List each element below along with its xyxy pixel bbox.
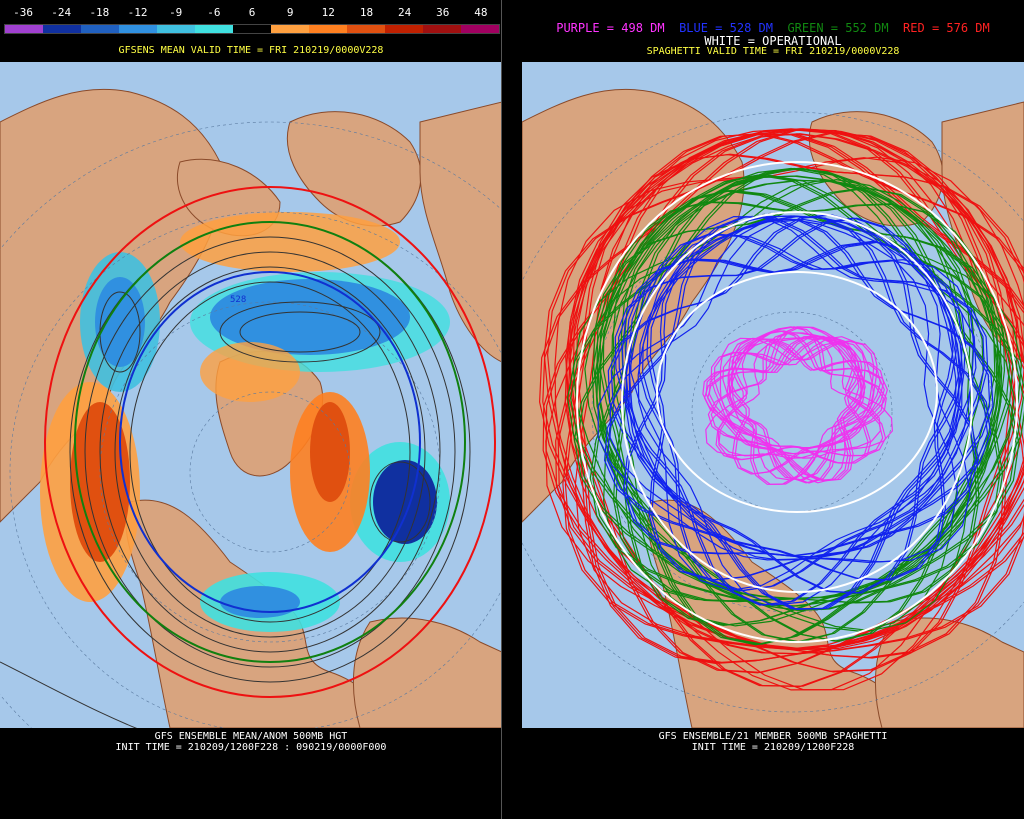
scale-swatch <box>157 25 195 33</box>
scale-swatch <box>385 25 423 33</box>
left-caption-line1: GFS ENSEMBLE MEAN/ANOM 500MB HGT <box>154 731 348 742</box>
spaghetti-line <box>646 218 991 581</box>
spaghetti-line <box>566 156 1024 691</box>
spaghetti-line <box>702 335 860 481</box>
spaghetti-line <box>649 218 994 581</box>
scale-swatch <box>81 25 119 33</box>
anomaly-fills <box>40 212 450 632</box>
right-caption-line2: INIT TIME = 210209/1200F228 <box>691 742 855 753</box>
spaghetti-line <box>726 338 881 485</box>
scale-label: -24 <box>51 6 72 19</box>
contour-label: 528 <box>230 295 246 305</box>
spaghetti-line <box>589 179 1017 611</box>
scale-label: 18 <box>359 6 374 19</box>
spaghetti-line <box>591 190 999 646</box>
spaghetti-line <box>573 175 1001 607</box>
scale-label: 12 <box>321 6 335 19</box>
spaghetti-line <box>542 129 1018 659</box>
panel-divider <box>502 0 522 819</box>
scale-swatch <box>423 25 461 33</box>
spaghetti-line <box>546 132 1024 673</box>
legend-green: GREEN = 552 DM <box>787 21 889 35</box>
right-valid-time: SPAGHETTI VALID TIME = FRI 210219/0000V2… <box>646 46 900 57</box>
spaghetti-line <box>637 234 975 606</box>
right-caption-line1: GFS ENSEMBLE/21 MEMBER 500MB SPAGHETTI <box>658 731 888 742</box>
spaghetti-line <box>707 332 884 457</box>
scale-label: -12 <box>127 6 148 19</box>
scale-swatch <box>461 25 499 33</box>
spaghetti-line <box>717 337 894 459</box>
spaghetti-line <box>584 178 996 632</box>
anomaly-color-scale: -36 -24 -18 -12 -9 -6 6 9 12 18 24 36 48 <box>4 6 500 36</box>
spaghetti-line <box>542 133 1024 655</box>
scale-label: -18 <box>89 6 110 19</box>
spaghetti-line <box>622 215 989 558</box>
spaghetti-line <box>562 128 1024 651</box>
divider-line-left <box>501 0 502 819</box>
spaghetti-line <box>625 215 992 558</box>
scale-label: 9 <box>286 6 294 19</box>
spaghetti-line <box>574 128 1024 651</box>
scale-swatch <box>233 25 271 33</box>
spaghetti-line <box>621 240 957 610</box>
right-map <box>522 62 1024 728</box>
scale-label: -36 <box>13 6 34 19</box>
left-valid-time: GFSENS MEAN VALID TIME = FRI 210219/0000… <box>118 45 384 56</box>
scale-label: 6 <box>248 6 256 19</box>
spaghetti-contours <box>538 128 1024 691</box>
spaghetti-line <box>722 336 875 484</box>
scale-label: 36 <box>436 6 450 19</box>
lat-lon-grid <box>0 121 502 728</box>
spaghetti-panel: PURPLE = 498 DM BLUE = 528 DM GREEN = 55… <box>522 0 1024 819</box>
legend-blue: BLUE = 528 DM <box>679 21 773 35</box>
legend-purple: PURPLE = 498 DM <box>556 21 665 35</box>
scale-swatch <box>309 25 347 33</box>
legend-red: RED = 576 DM <box>903 21 990 35</box>
spaghetti-line <box>715 326 885 461</box>
ensemble-mean-panel: -36 -24 -18 -12 -9 -6 6 9 12 18 24 36 48 GFSENS MEAN… <box>0 0 502 819</box>
spaghetti-line <box>543 132 1023 673</box>
scale-label: 24 <box>397 6 412 19</box>
legend-white: WHITE = OPERATIONAL <box>704 34 842 48</box>
spaghetti-line <box>718 326 887 461</box>
scale-bar <box>4 24 500 34</box>
spaghetti-line <box>569 133 1024 665</box>
key-contours <box>44 186 496 698</box>
left-map: 528 <box>0 62 502 728</box>
spaghetti-line <box>638 216 985 592</box>
spaghetti-line <box>576 175 1004 607</box>
spaghetti-line <box>593 187 1000 642</box>
scale-swatch <box>347 25 385 33</box>
mean-anomaly-map: 528 <box>0 62 502 728</box>
operational-contours <box>576 161 1018 643</box>
scale-swatch <box>5 25 43 33</box>
scale-labels: -36 -24 -18 -12 -9 -6 6 9 12 18 24 36 48 <box>4 6 500 20</box>
scale-swatch <box>43 25 81 33</box>
scale-swatch <box>271 25 309 33</box>
scale-label: -9 <box>169 6 183 19</box>
spaghetti-legend: PURPLE = 498 DM BLUE = 528 DM GREEN = 55… <box>522 22 1024 35</box>
spaghetti-line <box>607 214 954 581</box>
spaghetti-line <box>609 218 971 563</box>
scale-swatch <box>119 25 157 33</box>
spaghetti-line <box>538 129 1015 659</box>
scale-label: -6 <box>207 6 221 19</box>
left-caption-line2: INIT TIME = 210209/1200F228 : 090219/000… <box>115 742 387 753</box>
height-contours <box>0 221 471 728</box>
scale-label: 48 <box>474 6 488 19</box>
spaghetti-map <box>522 62 1024 728</box>
scale-swatch <box>195 25 233 33</box>
